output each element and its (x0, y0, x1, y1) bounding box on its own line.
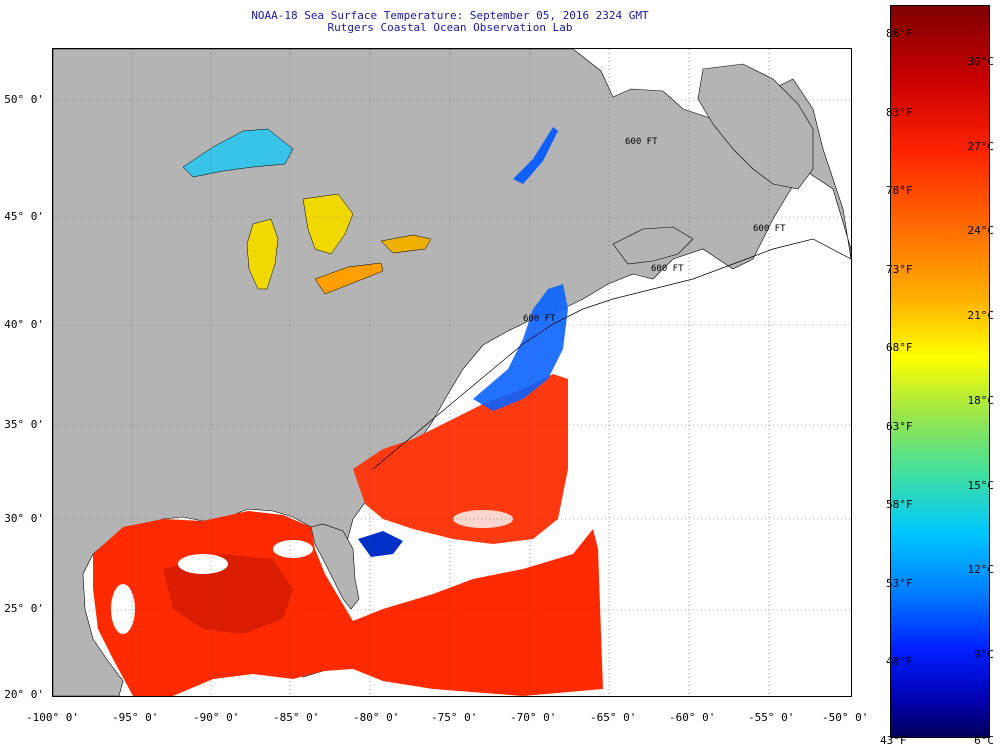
contour-label-1: 600 FT (625, 137, 658, 147)
colorbar-c-24: 24°C (967, 224, 995, 237)
florida-land (310, 523, 360, 610)
colorbar-c-9: 9°C (974, 648, 994, 661)
lon-label-70: -70° 0' (510, 711, 557, 724)
lon-label-75: -75° 0' (431, 711, 478, 724)
sst-map-canvas: 600 FT 600 FT 600 FT 600 FT (53, 49, 851, 696)
colorbar-f-78: 78°F (886, 184, 913, 197)
colorbar-c-27: 27°C (967, 140, 995, 153)
colorbar-c-21: 21°C (967, 309, 995, 322)
colorbar-c-6: 6°C (974, 734, 994, 747)
newfoundland-land (697, 63, 814, 190)
colorbar-c-30: 30°C (967, 55, 995, 68)
colorbar-f-48: 48°F (886, 655, 913, 668)
colorbar-c-12: 12°C (967, 563, 995, 576)
lon-label-85: -85° 0' (273, 711, 320, 724)
lat-label-45: 45° 0' (4, 210, 44, 223)
colorbar-f-83: 83°F (886, 106, 913, 119)
contour-label-2: 600 FT (753, 224, 786, 234)
lake-huron (302, 193, 354, 255)
lake-michigan (246, 218, 279, 290)
lon-label-55: -55° 0' (748, 711, 795, 724)
colorbar-f-73: 73°F (886, 263, 913, 276)
lon-label-100: -100° 0' (26, 711, 79, 724)
lat-label-25: 25° 0' (4, 602, 44, 615)
lake-ontario (380, 234, 432, 254)
colorbar-f-53: 53°F (886, 577, 913, 590)
contour-label-4: 600 FT (523, 314, 556, 324)
lon-label-90: -90° 0' (193, 711, 240, 724)
graticule (53, 49, 851, 696)
lat-label-20: 20° 0' (4, 688, 44, 701)
temperature-colorbar (890, 5, 990, 738)
cloud-gap-3 (111, 584, 135, 634)
colorbar-c-18: 18°C (967, 394, 995, 407)
nova-scotia-land (612, 226, 694, 265)
cloud-gap-1 (178, 554, 228, 574)
lat-label-30: 30° 0' (4, 512, 44, 525)
atlantic-warm-sst (353, 374, 568, 544)
lon-label-95: -95° 0' (112, 711, 159, 724)
atlantic-cool-sst (473, 284, 568, 411)
gulf-hot-patch (163, 554, 293, 634)
colorbar-f-63: 63°F (886, 420, 913, 433)
st-lawrence-cool-strip (513, 127, 558, 184)
600ft-contour (372, 238, 851, 470)
colorbar-f-68: 68°F (886, 341, 913, 354)
sst-map: 600 FT 600 FT 600 FT 600 FT (52, 48, 852, 697)
lon-label-65: -65° 0' (590, 711, 637, 724)
map-title: NOAA-18 Sea Surface Temperature: Septemb… (251, 9, 649, 22)
colorbar-f-43: 43°F (880, 734, 907, 747)
lat-label-35: 35° 0' (4, 418, 44, 431)
gulf-stream-cool-patch (358, 531, 403, 557)
colorbar-f-88: 88°F (886, 27, 913, 40)
colorbar-f-58: 58°F (886, 498, 913, 511)
lon-label-80: -80° 0' (353, 711, 400, 724)
lake-erie (314, 262, 384, 295)
lon-label-50: -50° 0' (822, 711, 869, 724)
colorbar-c-15: 15°C (967, 479, 995, 492)
contour-label-3: 600 FT (651, 264, 684, 274)
map-subtitle: Rutgers Coastal Ocean Observation Lab (327, 21, 573, 34)
lat-label-50: 50° 0' (4, 93, 44, 106)
cloud-gap-4 (453, 510, 513, 528)
lat-label-40: 40° 0' (4, 318, 44, 331)
lake-superior (182, 128, 294, 178)
lon-label-60: -60° 0' (669, 711, 716, 724)
cloud-gap-2 (273, 540, 313, 558)
